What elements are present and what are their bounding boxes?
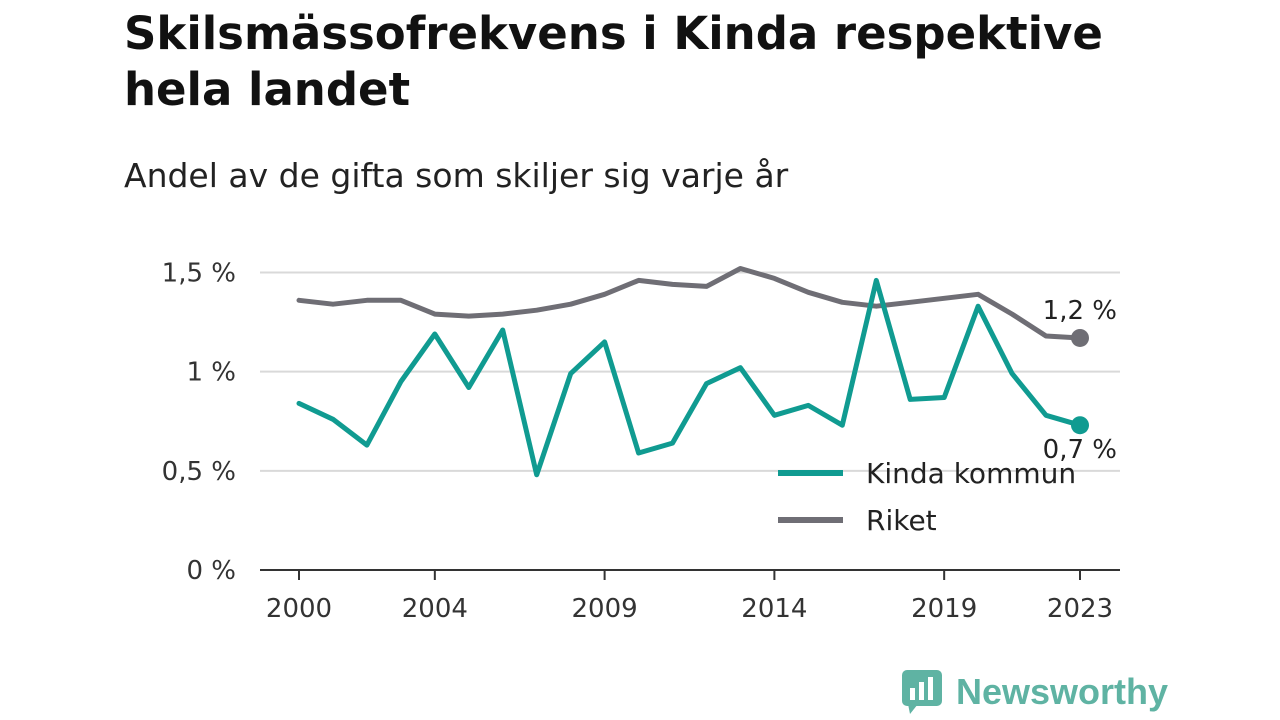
legend: Kinda kommun Riket xyxy=(778,457,1076,537)
chart-title: Skilsmässofrekvens i Kinda respektive he… xyxy=(124,7,1103,116)
y-tick-label: 0,5 % xyxy=(162,457,236,487)
x-tick-label: 2009 xyxy=(572,594,638,624)
x-axis xyxy=(260,569,1120,580)
brand-logo: Newsworthy xyxy=(902,668,1168,716)
chart-subtitle: Andel av de gifta som skiljer sig varje … xyxy=(124,156,789,195)
series-end-point xyxy=(1071,416,1089,435)
series-end-label: 1,2 % xyxy=(1043,296,1117,326)
y-tick-label: 0 % xyxy=(186,556,236,586)
series-end-label: 0,7 % xyxy=(1043,435,1117,465)
x-tick-label: 2023 xyxy=(1047,594,1113,624)
brand-name: Newsworthy xyxy=(956,671,1169,712)
x-tick-label: 2019 xyxy=(911,594,977,624)
series-line-riket xyxy=(296,266,1083,341)
legend-label: Riket xyxy=(866,504,937,537)
x-tick-label: 2000 xyxy=(266,594,332,624)
series-end-markers: 1,2 % 0,7 % xyxy=(1043,296,1117,465)
x-tick-label: 2004 xyxy=(402,594,468,624)
y-axis-tick-labels: 0 % 0,5 % 1 % 1,5 % xyxy=(162,259,236,587)
newsworthy-logo-icon xyxy=(902,670,942,714)
series-end-point xyxy=(1071,328,1089,347)
y-tick-label: 1,5 % xyxy=(162,259,236,289)
series-lines xyxy=(296,266,1083,478)
x-axis-tick-labels: 2000 2004 2009 2014 2019 2023 xyxy=(266,594,1113,624)
x-tick-label: 2014 xyxy=(741,594,807,624)
y-tick-label: 1 % xyxy=(186,358,236,388)
grid-lines xyxy=(260,271,1120,472)
series-line-kinda xyxy=(296,277,1083,478)
legend-label: Kinda kommun xyxy=(866,457,1076,490)
